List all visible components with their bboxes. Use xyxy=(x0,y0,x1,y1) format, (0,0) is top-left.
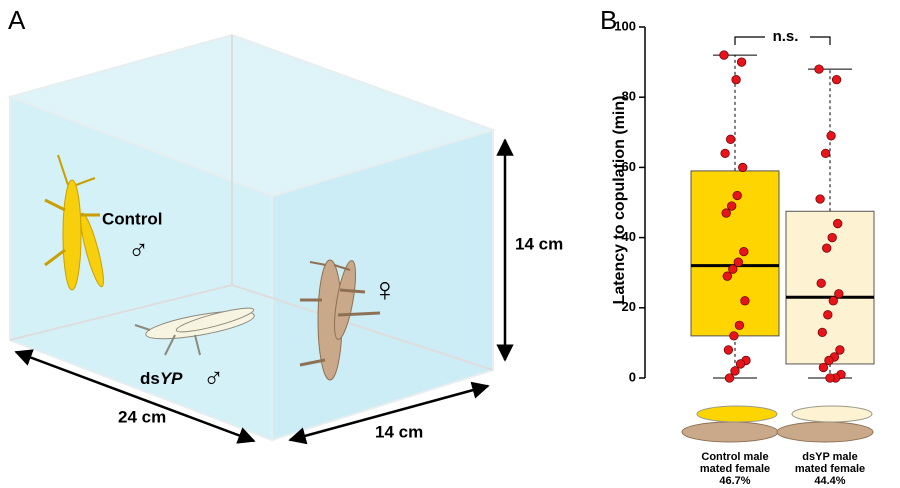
dsyp-prefix: ds xyxy=(140,369,160,388)
category-label: Control male xyxy=(701,451,768,463)
control-label: Control xyxy=(102,209,162,228)
data-point xyxy=(720,148,730,159)
dsyp-male-icon xyxy=(134,307,255,356)
data-point xyxy=(822,243,832,253)
y-tick-label: 100 xyxy=(614,18,636,33)
data-point xyxy=(729,331,739,341)
dsyp-label: dsYP xyxy=(140,369,183,388)
data-point xyxy=(828,296,838,306)
data-point xyxy=(728,264,738,274)
category-label: mated female xyxy=(700,463,770,475)
significance-bracket xyxy=(734,36,831,45)
data-point xyxy=(817,327,827,338)
female-icon xyxy=(299,259,381,381)
data-point xyxy=(725,134,736,144)
data-point xyxy=(721,208,731,218)
y-tick-label: 40 xyxy=(622,229,636,244)
category-label: 44.4% xyxy=(814,475,845,487)
data-point xyxy=(734,320,745,331)
data-point xyxy=(827,232,837,243)
male-symbol: ♂ xyxy=(128,234,149,265)
category-label: mated female xyxy=(795,463,865,475)
data-point xyxy=(727,201,737,211)
depth-label: 14 cm xyxy=(375,422,423,441)
female-body xyxy=(681,421,779,443)
data-point xyxy=(731,74,741,85)
data-point xyxy=(823,310,833,320)
data-point xyxy=(738,162,748,173)
width-label: 24 cm xyxy=(118,407,166,426)
y-tick-label: 20 xyxy=(622,299,636,314)
female-body xyxy=(776,421,874,443)
data-point xyxy=(824,355,834,366)
dsyp-italic: YP xyxy=(160,369,183,388)
control-male-icon xyxy=(44,154,104,291)
y-axis-label: Latency to copulation (min) xyxy=(611,96,628,305)
data-point xyxy=(831,74,842,85)
data-point xyxy=(816,278,826,288)
data-point xyxy=(736,57,747,67)
female-symbol: ♀ xyxy=(372,271,398,309)
data-point xyxy=(826,131,836,141)
data-point xyxy=(723,345,734,355)
data-point xyxy=(732,190,742,201)
data-point xyxy=(733,257,743,267)
annotation: n.s. xyxy=(773,28,799,45)
category-label: dsYP male xyxy=(802,451,857,463)
data-point xyxy=(724,373,735,383)
height-label: 14 cm xyxy=(515,234,563,253)
data-point xyxy=(835,345,845,355)
male-body xyxy=(791,405,873,423)
male-body xyxy=(696,405,778,423)
data-point xyxy=(820,148,831,159)
category-label: 46.7% xyxy=(719,475,750,487)
panel-label: B xyxy=(600,5,617,35)
mated-pair-icon xyxy=(776,405,874,443)
y-tick-label: 0 xyxy=(629,369,636,384)
data-point xyxy=(833,218,843,229)
data-point xyxy=(834,289,844,299)
data-point xyxy=(815,194,825,204)
data-point xyxy=(719,50,729,60)
dimension-arrows xyxy=(14,138,514,445)
male-symbol: ♂ xyxy=(203,362,224,393)
data-point xyxy=(814,64,824,74)
data-point xyxy=(740,296,750,306)
y-tick-label: 60 xyxy=(622,159,636,174)
data-point xyxy=(735,359,746,369)
y-tick-label: 80 xyxy=(622,89,636,104)
data-point xyxy=(722,271,732,281)
data-point xyxy=(825,373,835,383)
panel-label: A xyxy=(8,5,26,35)
data-point xyxy=(739,246,749,257)
data-point xyxy=(730,366,740,376)
data-point xyxy=(818,362,829,373)
mated-pair-icon xyxy=(681,405,779,443)
